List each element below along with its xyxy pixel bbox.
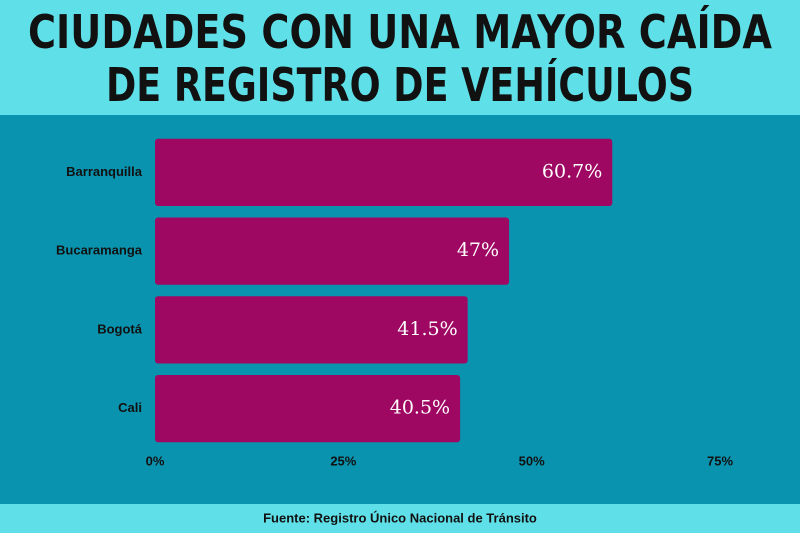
bar bbox=[155, 138, 613, 207]
bar bbox=[155, 374, 461, 443]
value-label: 60.7% bbox=[542, 160, 602, 182]
footer-band bbox=[0, 504, 800, 533]
x-tick-label: 50% bbox=[519, 453, 545, 468]
x-tick-label: 25% bbox=[330, 453, 356, 468]
bar bbox=[155, 217, 510, 285]
y-tick-label: Cali bbox=[118, 400, 142, 415]
chart-title: CIUDADES CON UNA MAYOR CAÍDA bbox=[28, 5, 772, 59]
bar bbox=[155, 296, 468, 364]
y-tick-label: Barranquilla bbox=[66, 164, 143, 179]
source: Fuente: Registro Único Nacional de Tráns… bbox=[263, 510, 537, 525]
value-label: 40.5% bbox=[390, 397, 450, 419]
header-band bbox=[0, 0, 800, 115]
x-tick-label: 0% bbox=[146, 453, 165, 468]
value-label: 47% bbox=[457, 239, 499, 261]
y-tick-label: Bogotá bbox=[97, 321, 143, 336]
x-tick-label: 75% bbox=[707, 453, 733, 468]
y-tick-label: Bucaramanga bbox=[56, 243, 143, 258]
chart-title: DE REGISTRO DE VEHÍCULOS bbox=[106, 58, 694, 112]
value-label: 41.5% bbox=[397, 318, 457, 340]
